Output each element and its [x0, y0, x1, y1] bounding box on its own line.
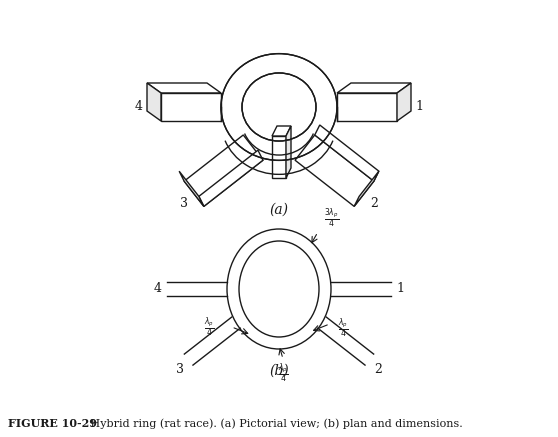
Text: $\frac{\lambda_p}{4}$: $\frac{\lambda_p}{4}$: [278, 361, 288, 385]
Text: (a): (a): [270, 203, 288, 217]
Polygon shape: [286, 126, 291, 178]
Polygon shape: [147, 83, 221, 93]
Text: 1: 1: [396, 282, 404, 295]
Text: (b): (b): [269, 364, 289, 378]
Text: Hybrid ring (rat race). (a) Pictorial view; (b) plan and dimensions.: Hybrid ring (rat race). (a) Pictorial vi…: [80, 419, 463, 429]
Text: 3: 3: [176, 363, 184, 376]
Text: 2: 2: [370, 197, 378, 210]
Polygon shape: [184, 135, 263, 206]
Text: FIGURE 10-29: FIGURE 10-29: [8, 418, 97, 429]
Polygon shape: [337, 83, 411, 93]
Text: $\frac{3\lambda_p}{4}$: $\frac{3\lambda_p}{4}$: [324, 206, 339, 230]
Text: 4: 4: [135, 101, 143, 114]
Polygon shape: [161, 93, 221, 121]
Polygon shape: [397, 83, 411, 121]
Text: 1: 1: [415, 101, 423, 114]
Polygon shape: [179, 171, 204, 206]
Polygon shape: [272, 126, 291, 136]
Text: $\frac{\lambda_p}{4}$: $\frac{\lambda_p}{4}$: [338, 316, 349, 340]
Polygon shape: [315, 125, 379, 181]
Polygon shape: [199, 150, 263, 206]
Polygon shape: [354, 171, 379, 206]
Polygon shape: [272, 136, 286, 178]
Text: 3: 3: [180, 197, 188, 210]
Text: $\frac{\lambda_p}{4}$: $\frac{\lambda_p}{4}$: [204, 315, 215, 339]
Polygon shape: [295, 135, 374, 206]
Polygon shape: [337, 93, 397, 121]
Text: 4: 4: [154, 282, 162, 295]
Text: 2: 2: [374, 363, 382, 376]
Polygon shape: [147, 83, 161, 121]
